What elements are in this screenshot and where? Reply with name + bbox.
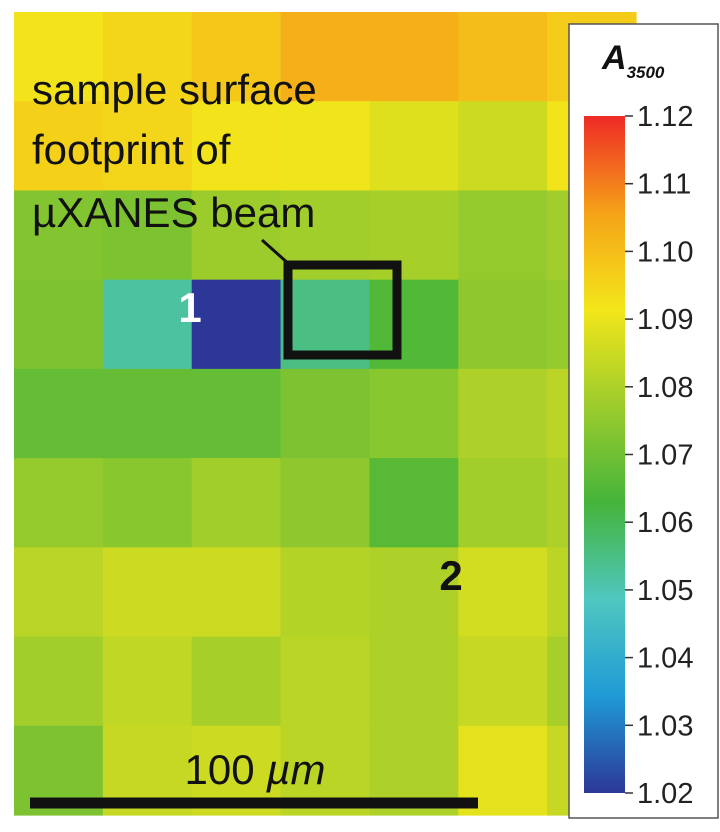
heatmap-cell	[369, 547, 459, 638]
heatmap-cell	[191, 101, 282, 192]
label-uxanes-beam: µXANES beam	[32, 189, 315, 236]
heatmap-cell	[102, 101, 193, 192]
heatmap-cell	[369, 101, 459, 192]
heatmap-cell	[280, 101, 371, 192]
colorbar-tick-label: 1.11	[637, 169, 691, 201]
heatmap-cell	[102, 636, 193, 727]
heatmap-cell	[458, 190, 548, 281]
colorbar-title: A3500	[601, 39, 665, 82]
heatmap-cell	[102, 458, 193, 548]
colorbar-gradient	[584, 116, 625, 793]
label-sample-surface: sample surface	[32, 66, 317, 113]
heatmap-cell	[14, 12, 104, 102]
scale-bar-label: 100 µm	[185, 746, 326, 793]
heatmap-cell	[458, 547, 548, 638]
heatmap-cell	[191, 368, 282, 459]
heatmap-cell	[191, 636, 282, 727]
heatmap-cell	[14, 101, 104, 192]
heatmap-cell	[102, 368, 193, 459]
heatmap-cell	[14, 636, 104, 727]
colorbar-tick-label: 1.02	[637, 778, 693, 810]
heatmap-cell	[458, 458, 548, 548]
heatmap-cell	[191, 12, 282, 102]
heatmap-cell	[458, 12, 548, 102]
colorbar-tick-label: 1.04	[637, 643, 693, 675]
heatmap-cell	[458, 101, 548, 192]
colorbar-tick-label: 1.06	[637, 507, 693, 539]
heatmap-cell	[369, 368, 459, 459]
heatmap-cell	[14, 368, 104, 459]
colorbar-tick-label: 1.07	[637, 440, 693, 472]
heatmap-cell	[369, 458, 459, 548]
heatmap-cell	[102, 279, 193, 370]
heatmap-cell	[191, 190, 282, 281]
heatmap-cell	[369, 636, 459, 727]
heatmap-cell	[369, 12, 459, 102]
heatmap-cell	[14, 279, 104, 370]
colorbar-tick-label: 1.05	[637, 575, 693, 607]
heatmap-cell	[14, 190, 104, 281]
heatmap-cell	[102, 190, 193, 281]
colorbar-tick-label: 1.09	[637, 304, 693, 336]
colorbar-tick-label: 1.12	[637, 101, 693, 133]
heatmap-cell	[458, 279, 548, 370]
heatmap-cell	[191, 458, 282, 548]
heatmap-cell	[14, 547, 104, 638]
heatmap-cell	[191, 279, 282, 370]
label-footprint-of: footprint of	[32, 126, 231, 173]
heatmap-cell	[102, 547, 193, 638]
heatmap-cell	[191, 547, 282, 638]
heatmap-cell	[280, 12, 371, 102]
beam-footprint-box	[283, 260, 402, 360]
heatmap-cell	[280, 636, 371, 727]
beam-leader-line	[261, 238, 291, 267]
heatmap-cell	[458, 636, 548, 727]
heatmap-cell	[280, 458, 371, 548]
heatmap-cell	[280, 368, 371, 459]
heatmap-cell	[458, 368, 548, 459]
heatmap-cell	[14, 458, 104, 548]
colorbar-tick-label: 1.10	[637, 236, 693, 268]
point-label-1: 1	[178, 284, 201, 331]
colorbar-tick-label: 1.08	[637, 372, 693, 404]
colorbar-tick-label: 1.03	[637, 710, 693, 742]
colorbar-ticks: 1.12 1.11 1.10 1.09 1.08 1.07 1.06 1.05 1.04 1.03…	[625, 101, 693, 810]
heatmap-cell	[280, 547, 371, 638]
heatmap-cell	[102, 12, 193, 102]
point-label-2: 2	[439, 552, 462, 599]
